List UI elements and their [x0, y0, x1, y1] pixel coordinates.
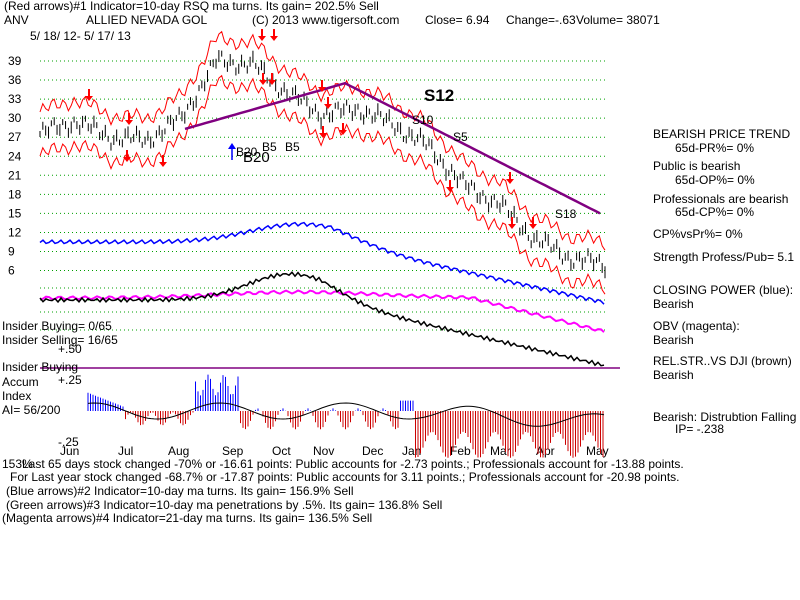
y-tick-label: 33 [8, 92, 22, 106]
accum-minus25: -.25 [58, 435, 79, 449]
sell-arrow-head [268, 80, 276, 85]
signal-s10: S10 [412, 113, 434, 127]
y-tick-label: 18 [8, 187, 22, 201]
y-tick-label: 39 [8, 54, 22, 68]
close-value: Close= 6.94 [425, 13, 490, 27]
strength-prof-pub: Strength Profess/Pub= 5.1 [653, 250, 795, 264]
x-tick-label: Jun [60, 444, 79, 458]
x-tick-label: Jul [118, 444, 133, 458]
closing-power-label: CLOSING POWER (blue): [653, 283, 794, 297]
professionals-bearish: Professionals are bearish [653, 192, 789, 206]
bearish-price-trend: BEARISH PRICE TREND [653, 127, 791, 141]
relstr-label: REL.STR..VS DJI (brown) [653, 354, 792, 368]
x-tick-label: Nov [313, 444, 334, 458]
sell-arrow-head [259, 80, 267, 85]
sell-arrow-head [508, 224, 516, 229]
y-tick-label: 6 [8, 264, 15, 278]
x-tick-label: Aug [168, 444, 189, 458]
upper-band [39, 30, 606, 251]
sell-arrow-head [339, 130, 347, 135]
relstr-value: Bearish [653, 368, 694, 382]
x-tick-label: Oct [272, 444, 291, 458]
insider-buying-count: Insider Buying= 0/65 [2, 319, 112, 333]
ticker-symbol: ANV [4, 13, 29, 27]
moving-average [184, 81, 601, 215]
change-value: Change=-.63 [506, 13, 576, 27]
obv-line [39, 289, 605, 333]
obv-value: Bearish [653, 333, 694, 347]
y-tick-label: 9 [8, 245, 15, 259]
y-tick-label: 36 [8, 73, 22, 87]
sell-arrow-head [159, 162, 167, 167]
copyright: (C) 2013 www.tigersoft.com [252, 13, 400, 27]
lower-band [39, 74, 606, 295]
accum-plus25: +.25 [58, 373, 82, 387]
signal-b20-large: B20 [243, 149, 270, 166]
signal-s12: S12 [424, 86, 455, 105]
obv-label: OBV (magenta): [653, 319, 740, 333]
volume-value: Volume= 38071 [576, 13, 660, 27]
footer-blue-arrows: (Blue arrows)#2 Indicator=10-day ma turn… [6, 484, 354, 498]
closing-power-line [39, 221, 605, 305]
x-tick-label: Jan [402, 444, 421, 458]
sell-arrow-head [446, 187, 454, 192]
x-tick-label: May [586, 444, 609, 458]
x-tick-label: Dec [362, 444, 383, 458]
relstr-line [39, 271, 605, 367]
ai-value: AI= 56/200 [2, 403, 61, 417]
sell-arrow-head [125, 120, 133, 125]
footer-magenta-arrows: (Magenta arrows)#4 Indicator=21-day ma t… [2, 511, 373, 525]
sell-arrow-head [85, 96, 93, 101]
insider-buying-label: Insider Buying [2, 360, 79, 374]
footer-last-year: For Last year stock changed -68.7% or -1… [10, 470, 680, 484]
buy-arrow-head [228, 143, 236, 149]
signal-b5-b: B5 [285, 140, 300, 154]
sell-arrow-head [258, 36, 266, 41]
op-percent: 65d-OP%= 0% [675, 173, 755, 187]
x-tick-label: Feb [450, 444, 471, 458]
sell-arrow-head [270, 36, 278, 41]
signal-s5: S5 [453, 130, 468, 144]
signal-b5-a: B5 [262, 140, 277, 154]
accum-plus50: +.50 [58, 342, 82, 356]
company-name: ALLIED NEVADA GOL [86, 13, 208, 27]
y-tick-label: 27 [8, 130, 22, 144]
y-tick-label: 21 [8, 168, 22, 182]
footer-prefix: 153% [2, 457, 33, 471]
insider-selling-count: Insider Selling= 16/65 [2, 333, 118, 347]
cp-percent: 65d-CP%= 0% [675, 205, 755, 219]
bearish-distribution: Bearish: Distrubtion Falling [653, 410, 797, 424]
sell-arrow-head [318, 87, 326, 92]
ip-value: IP= -.238 [675, 422, 725, 436]
cp-vs-pr: CP%vsPr%= 0% [653, 227, 743, 241]
x-tick-label: Sep [222, 444, 244, 458]
header-indicator-line: (Red arrows)#1 Indicator=10-day RSQ ma t… [4, 0, 379, 13]
sell-arrow-head [506, 179, 514, 184]
sell-arrow-head [123, 157, 131, 162]
y-tick-label: 24 [8, 149, 22, 163]
signal-s18: S18 [555, 207, 577, 221]
sell-arrow-head [324, 104, 332, 109]
signal-b20: B20 [236, 145, 258, 159]
y-tick-label: 12 [8, 225, 22, 239]
accum-label: Accum [2, 375, 39, 389]
sell-arrow-head [319, 133, 327, 138]
sell-arrow-head [529, 224, 537, 229]
accum-curve [87, 402, 605, 427]
closing-power-value: Bearish [653, 297, 694, 311]
public-bearish: Public is bearish [653, 159, 741, 173]
y-tick-label: 30 [8, 111, 22, 125]
index-label: Index [2, 389, 32, 403]
date-range: 5/ 18/ 12- 5/ 17/ 13 [30, 29, 131, 43]
y-tick-label: 15 [8, 206, 22, 220]
footer-green-arrows: (Green arrows)#3 Indicator=10-day ma pen… [6, 498, 443, 512]
pr-percent: 65d-PR%= 0% [675, 141, 755, 155]
footer-last-65-days: Last 65 days stock changed -70% or -16.6… [22, 457, 684, 471]
